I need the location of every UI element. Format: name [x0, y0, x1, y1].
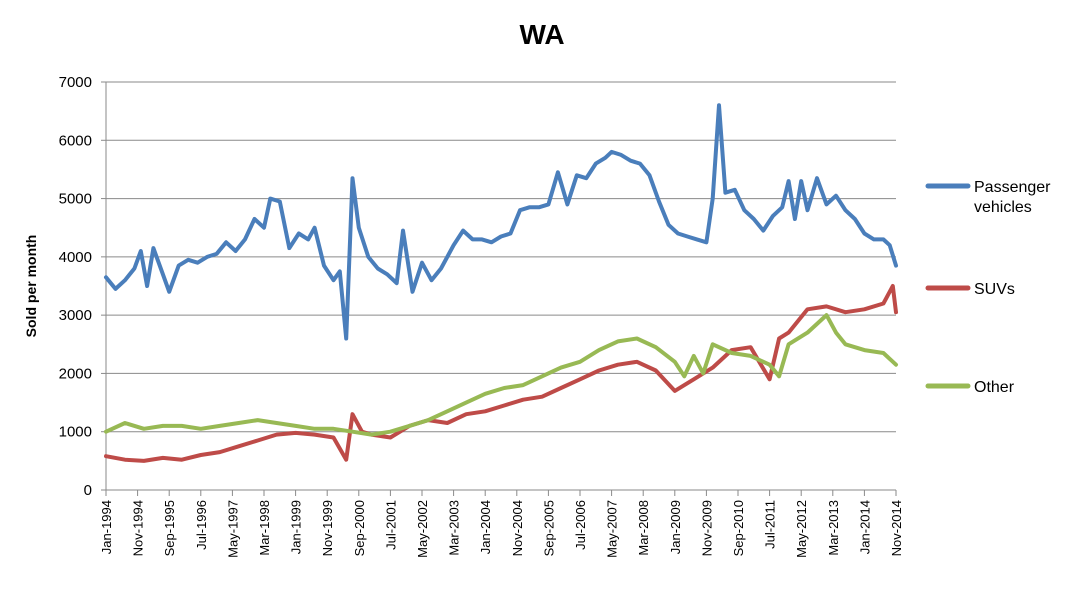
- chart-title: WA: [519, 19, 564, 50]
- x-tick-label: May-2007: [605, 500, 620, 558]
- y-tick-label: 2000: [59, 365, 92, 382]
- y-axis-label: Sold per month: [23, 235, 39, 338]
- x-tick-label: Jan-2009: [668, 500, 683, 554]
- y-tick-label: 0: [84, 482, 92, 499]
- series-lines: [104, 103, 898, 463]
- x-tick-label: Sep-2005: [541, 500, 556, 556]
- y-tick-label: 6000: [59, 132, 92, 149]
- x-tick-label: Jul-2011: [763, 500, 778, 549]
- x-tick-label: Jul-1996: [194, 500, 209, 550]
- y-tick-label: 1000: [59, 424, 92, 441]
- legend-label: Other: [974, 379, 1015, 396]
- y-tick-label: 5000: [59, 191, 92, 208]
- x-tick-label: Sep-2010: [731, 500, 746, 556]
- x-tick-label: May-2012: [794, 500, 809, 558]
- x-tick-label: Nov-1999: [320, 500, 335, 556]
- gridlines: [105, 81, 896, 491]
- x-tick-label: Nov-2004: [510, 500, 525, 556]
- x-tick-label: Jan-1999: [289, 500, 304, 554]
- x-tick-label: Jul-2001: [383, 500, 398, 550]
- x-tick-label: Mar-2013: [826, 500, 841, 556]
- x-tick-label: Jan-2004: [478, 500, 493, 554]
- x-tick-label: Nov-2014: [889, 500, 904, 556]
- x-tick-label: Mar-2008: [636, 500, 651, 556]
- series-line-suvs: [104, 284, 898, 463]
- x-tick-label: Nov-2009: [699, 500, 714, 556]
- x-tick-label: Nov-1994: [131, 500, 146, 556]
- x-tick-label: Sep-1995: [162, 500, 177, 556]
- x-axis-ticks: Jan-1994 Nov-1994 Sep-1995 Jul-1996 May-1997…: [99, 490, 904, 558]
- y-tick-label: 7000: [59, 74, 92, 91]
- legend: Passenger vehicles SUVs Other: [925, 179, 1051, 396]
- x-tick-label: Sep-2000: [352, 500, 367, 556]
- legend-label: Passenger vehicles: [974, 179, 1051, 216]
- series-line-passenger-vehicles: [104, 103, 898, 341]
- y-axis-ticks: 0 1000 2000 3000 4000 5000 6000 7000: [59, 74, 106, 499]
- y-tick-label: 4000: [59, 249, 92, 266]
- x-tick-label: May-1997: [225, 500, 240, 558]
- x-tick-label: Jul-2006: [573, 500, 588, 550]
- x-tick-label: Jan-1994: [99, 500, 114, 554]
- y-tick-label: 3000: [59, 307, 92, 324]
- x-tick-label: Mar-1998: [257, 500, 272, 556]
- x-tick-label: May-2002: [415, 500, 430, 558]
- series-line-other: [104, 313, 898, 437]
- legend-label: SUVs: [974, 281, 1015, 298]
- x-tick-label: Mar-2003: [447, 500, 462, 556]
- x-tick-label: Jan-2014: [857, 500, 872, 554]
